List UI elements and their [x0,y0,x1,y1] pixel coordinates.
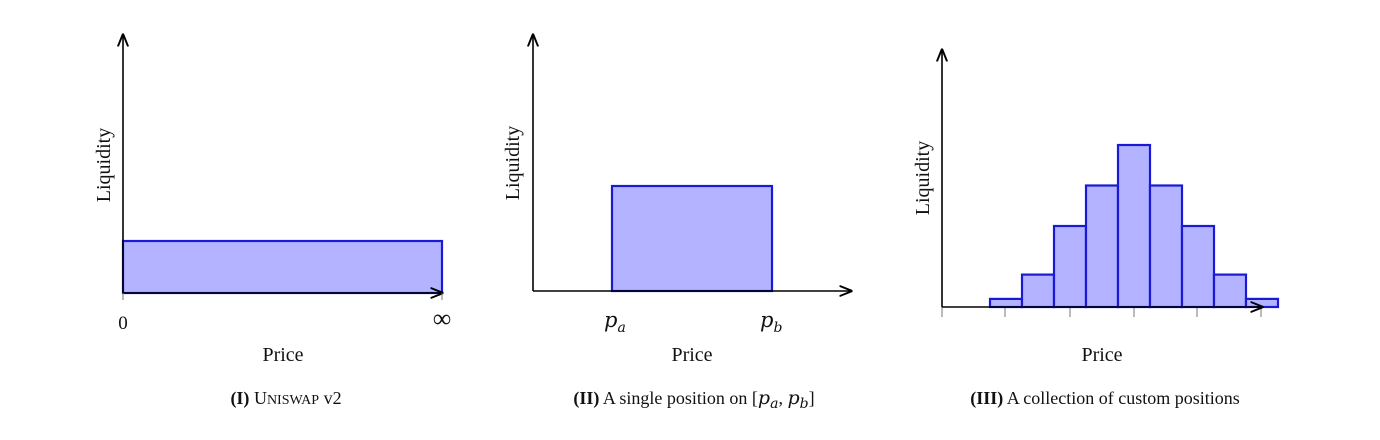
panel-3-bar-5 [1150,186,1182,308]
panel-3-x-label: Price [1081,344,1122,366]
panel-2-x-label: Price [671,344,712,366]
panel-2-caption-number: (II) [573,388,599,409]
panel-1-bars [123,241,442,293]
panel-1-y-label: Liquidity [93,128,115,202]
panel-1-tick-infinity: ∞ [433,304,452,333]
panel-3-caption: (III) A collection of custom positions [970,388,1240,409]
panel-3-bar-8 [1246,299,1278,307]
panel-1-caption: (I) UNISWAP v2 [230,388,341,409]
panel-3-bar-4 [1118,145,1150,307]
panel-3-caption-number: (III) [970,388,1003,409]
panel-2-y-label: Liquidity [502,126,524,200]
panel-3-bar-3 [1086,186,1118,308]
panel-3-bar-6 [1182,226,1214,307]
panel-1-tick-0: 0 [118,313,128,334]
panel-uniswap-v2: 0 ∞ Liquidity Price (I) UNISWAP v2 [93,35,451,409]
panel-1-caption-sc-rest: NISWAP [267,393,319,408]
panel-3-bar-7 [1214,275,1246,307]
panel-1-caption-number: (I) [230,388,249,409]
panel-3-bar-2 [1054,226,1086,307]
panel-3-bars [990,145,1278,307]
panel-2-tick-pa: pa [604,308,626,336]
panel-2-bars [612,186,772,291]
panel-3-bar-0 [990,299,1022,307]
panel-3-y-label: Liquidity [912,141,934,215]
panel-1-caption-rest: v2 [319,388,342,408]
panel-3-bar-1 [1022,275,1054,307]
panel-1-caption-sc-first: U [254,388,267,408]
panel-1-x-label: Price [262,344,303,366]
panel-single-position: pa pb Liquidity Price (II) A single posi… [502,35,851,412]
panel-custom-positions: Liquidity Price (III) A collection of cu… [912,50,1278,409]
panel-2-caption: (II) A single position on [pa, pb] [573,387,814,412]
panel-3-ticks [942,307,1261,317]
panel-2-bar-1 [612,186,772,291]
panel-1-bar-0 [123,241,442,293]
panel-2-tick-pb: pb [760,308,782,336]
